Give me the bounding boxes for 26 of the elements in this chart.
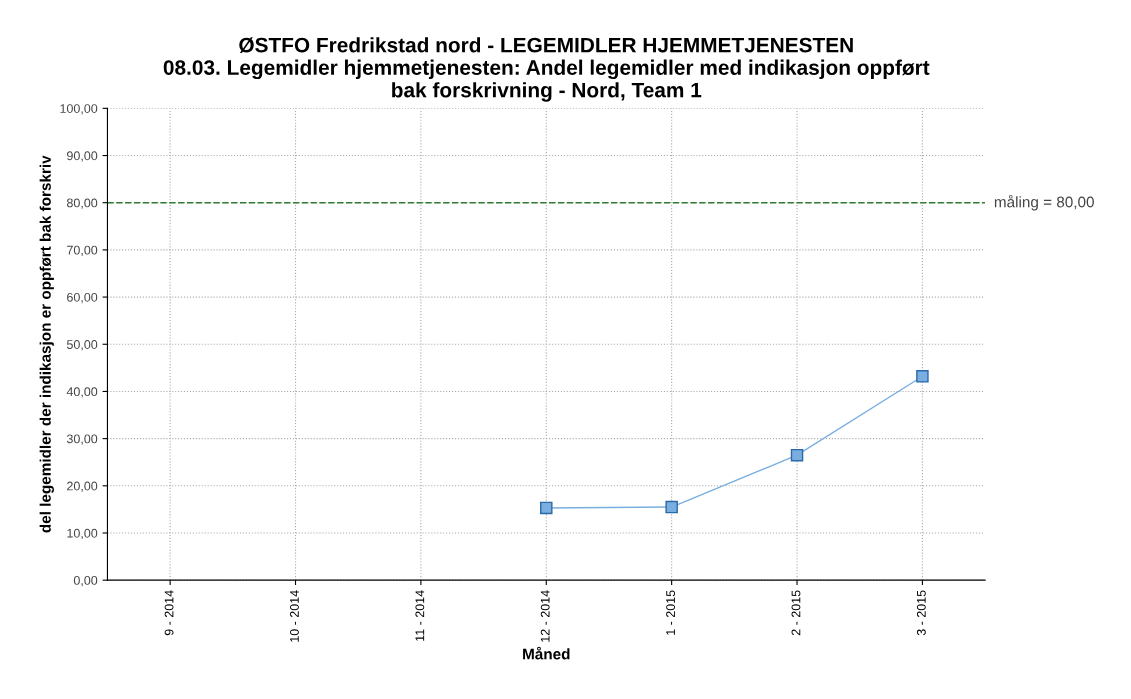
point (540, 501, 553, 515)
y-tick-label: 20,00 (67, 481, 98, 492)
point (665, 500, 678, 514)
x-tick-label: 9 - 2014 (164, 590, 174, 636)
ref-line-label: måling = 80,00 (994, 194, 1094, 211)
y-tick-label: 30,00 (66, 434, 98, 445)
x-tick-label: 10 - 2014 (290, 590, 299, 642)
y-tick-label: 0,00 (73, 575, 98, 587)
y-tick-label: 80,00 (66, 198, 98, 209)
y-tick-label: 40,00 (66, 387, 98, 398)
x-axis-title: Måned (523, 646, 570, 660)
x-tick-label: 2 - 2015 (791, 590, 801, 636)
chart-title: ØSTFO Fredrikstad nord - LEGEMIDLER HJEMMETJENESTEN 08.03. Legemidler hjemmetjenesten: Andel legemidler med indikasjon oppført bak forskrivning - Nord, Team 1 (163, 37, 930, 102)
x-tick-label: 11 - 2014 (415, 590, 425, 641)
point (916, 370, 929, 383)
y-tick-label: 60,00 (67, 292, 98, 304)
point (790, 448, 804, 462)
y-tick-label: 70,00 (67, 245, 98, 257)
y-tick-label: 90,00 (67, 151, 98, 162)
y-tick-label: 50,00 (66, 340, 98, 351)
y-tick-label: 100,00 (60, 104, 98, 115)
y-tick-label: 10,00 (67, 528, 98, 540)
x-tick-label: 3 - 2015 (916, 590, 926, 636)
x-tick-label: 1 - 2015 (666, 590, 676, 635)
y-axis-title: del legemidler der indikasjon er oppført bak forskriv (39, 155, 54, 533)
x-tick-label: 12 - 2014 (540, 590, 550, 642)
